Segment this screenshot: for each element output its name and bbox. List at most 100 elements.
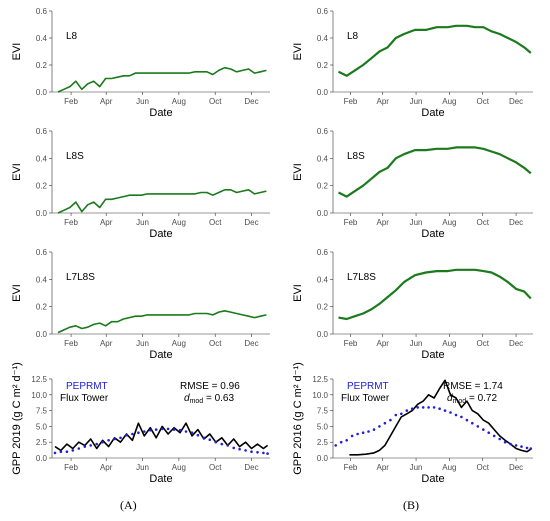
x-axis-title: Date xyxy=(421,349,444,361)
chart-b1: 0.0 0.2 0.4 0.6 Feb Apr Jun Aug Oct Dec Date EVI L8 xyxy=(292,7,533,119)
panel-label: L7L8S xyxy=(347,272,376,283)
legend-item-flux-tower: Flux Tower xyxy=(341,393,390,404)
x-tick-label: Aug xyxy=(442,339,456,348)
data-point xyxy=(266,452,269,455)
data-point xyxy=(262,451,265,455)
x-tick-label: Aug xyxy=(172,218,186,227)
x-tick-label: Dec xyxy=(244,463,258,472)
x-tick-label: Apr xyxy=(100,339,113,348)
data-point xyxy=(394,413,398,417)
legend-item-flux-tower: Flux Tower xyxy=(60,393,109,404)
dmod-subscript: mod xyxy=(453,398,467,405)
data-point xyxy=(509,442,512,446)
x-tick-label: Oct xyxy=(209,463,222,472)
data-point xyxy=(449,411,452,414)
data-point xyxy=(53,451,57,455)
data-point xyxy=(131,432,134,436)
data-point xyxy=(471,421,474,425)
x-tick-label: Dec xyxy=(244,218,258,227)
x-tick-label: Jun xyxy=(410,218,423,227)
data-point xyxy=(250,450,253,454)
rmse-stat: RMSE = 1.74 xyxy=(443,381,503,392)
y-tick-label: 0.6 xyxy=(36,248,48,257)
panel-label: L8 xyxy=(66,31,78,42)
y-tick-label: 0.0 xyxy=(36,330,48,339)
y-tick-label: 7.5 xyxy=(317,407,329,416)
x-tick-label: Aug xyxy=(172,463,186,472)
x-tick-label: Oct xyxy=(477,339,490,348)
data-point xyxy=(383,421,387,425)
data-point xyxy=(482,428,485,431)
y-tick-label: 12.5 xyxy=(31,375,47,384)
x-tick-label: Jun xyxy=(136,339,149,348)
x-tick-label: Oct xyxy=(477,97,490,106)
x-tick-label: Apr xyxy=(100,97,113,106)
x-tick-label: Jun xyxy=(136,463,149,472)
x-tick-label: Feb xyxy=(344,463,358,472)
chart-b3: 0.0 0.2 0.4 0.6 Feb Apr Jun Aug Oct Dec Date EVI L7L… xyxy=(292,248,533,361)
y-tick-label: 5.0 xyxy=(36,422,48,431)
data-point xyxy=(160,427,164,431)
dmod-subscript: mod xyxy=(190,398,204,405)
data-point xyxy=(95,442,98,446)
series-line xyxy=(57,189,267,214)
data-point xyxy=(119,436,122,440)
data-point xyxy=(143,430,146,433)
data-point xyxy=(514,444,518,447)
data-point xyxy=(125,433,128,437)
data-point xyxy=(77,447,81,450)
data-point xyxy=(498,437,502,441)
x-tick-label: Jun xyxy=(410,339,423,348)
series-line xyxy=(57,66,267,93)
y-tick-label: 0.4 xyxy=(36,154,48,163)
y-tick-label: 0.6 xyxy=(36,7,48,16)
caption-left: (A) xyxy=(120,498,137,512)
y-tick-label: 5.0 xyxy=(317,422,329,431)
x-tick-label: Jun xyxy=(410,97,423,106)
data-point xyxy=(400,412,403,416)
x-tick-label: Dec xyxy=(244,339,258,348)
data-point xyxy=(226,444,229,447)
y-axis-title: EVI xyxy=(11,163,23,181)
x-tick-label: Dec xyxy=(509,218,523,227)
x-tick-label: Dec xyxy=(244,97,258,106)
y-axis-title: EVI xyxy=(292,43,304,61)
data-point xyxy=(465,418,469,422)
x-axis-title: Date xyxy=(149,473,172,485)
data-point xyxy=(190,431,194,435)
data-point xyxy=(196,433,200,437)
dmod-value: = 0.63 xyxy=(203,393,234,404)
dmod-stat: dmod = 0.72 xyxy=(447,393,497,405)
y-tick-label: 2.5 xyxy=(317,438,329,447)
data-point xyxy=(356,432,359,436)
data-point xyxy=(137,431,140,435)
data-point xyxy=(184,430,188,433)
series-line xyxy=(57,309,267,334)
x-tick-label: Dec xyxy=(509,339,523,348)
y-tick-label: 2.5 xyxy=(36,438,48,447)
data-point xyxy=(367,430,370,433)
data-point xyxy=(208,438,212,442)
series-line xyxy=(338,268,532,321)
panel-label: L8 xyxy=(347,31,359,42)
y-tick-label: 0.6 xyxy=(317,248,329,257)
data-point xyxy=(113,437,116,441)
x-tick-label: Apr xyxy=(377,218,390,227)
data-point xyxy=(65,450,69,454)
x-tick-label: Feb xyxy=(344,339,358,348)
y-tick-label: 0.2 xyxy=(317,61,329,70)
data-point xyxy=(389,418,392,422)
data-point xyxy=(529,447,533,450)
data-point xyxy=(101,440,104,444)
data-point xyxy=(166,427,170,431)
y-tick-label: 0.0 xyxy=(317,454,329,463)
x-axis-title: Date xyxy=(149,107,172,119)
data-point xyxy=(345,439,349,442)
x-tick-label: Jun xyxy=(136,218,149,227)
data-point xyxy=(238,447,241,451)
legend-item-peprmt: PEPRMT xyxy=(347,381,389,392)
x-tick-label: Aug xyxy=(172,97,186,106)
data-point xyxy=(149,428,152,432)
x-tick-label: Apr xyxy=(100,463,113,472)
